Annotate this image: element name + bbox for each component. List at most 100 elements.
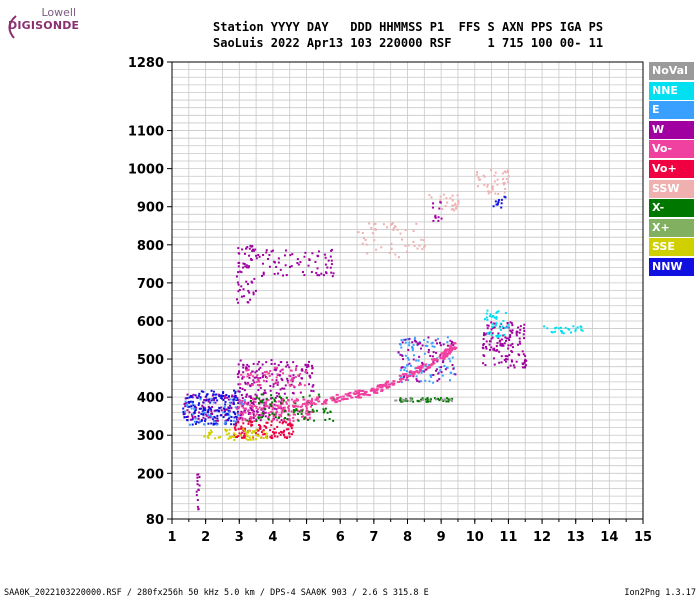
data-point: [204, 418, 207, 421]
data-point: [409, 364, 412, 367]
data-point: [483, 175, 486, 178]
trace-point: [442, 357, 446, 360]
data-point: [283, 420, 286, 423]
data-point: [413, 336, 416, 339]
data-point: [286, 423, 289, 426]
data-point: [245, 402, 248, 405]
data-point: [247, 266, 250, 269]
data-point: [518, 331, 521, 334]
data-point: [413, 338, 416, 341]
data-point: [502, 319, 505, 322]
data-point: [239, 412, 242, 415]
data-point: [430, 375, 433, 378]
data-point: [196, 483, 199, 486]
data-point: [482, 362, 485, 365]
data-point: [496, 349, 499, 352]
data-point: [265, 421, 268, 424]
data-point: [404, 354, 407, 357]
data-point: [279, 370, 282, 373]
data-point: [260, 413, 263, 416]
data-point: [426, 397, 429, 400]
data-point: [395, 399, 398, 402]
x-tick-label: 15: [634, 530, 652, 545]
data-point: [259, 424, 262, 427]
data-point: [237, 283, 240, 286]
data-point: [382, 223, 385, 226]
data-point: [428, 364, 431, 367]
data-point: [426, 340, 429, 343]
data-point: [309, 376, 312, 379]
data-point: [444, 205, 447, 208]
data-point: [299, 373, 302, 376]
data-point: [400, 366, 403, 369]
data-point: [252, 430, 255, 433]
data-point: [496, 342, 499, 345]
trace-point: [445, 355, 449, 358]
data-point: [261, 262, 264, 265]
data-point: [574, 329, 577, 332]
trace-point: [316, 397, 320, 400]
data-point: [491, 188, 494, 191]
data-point: [277, 257, 280, 260]
data-point: [517, 343, 520, 346]
data-point: [268, 405, 271, 408]
data-point: [485, 332, 488, 335]
data-point: [506, 355, 509, 358]
trace-point: [405, 375, 409, 378]
data-point: [198, 484, 201, 487]
data-point: [223, 422, 226, 425]
data-point: [402, 338, 405, 341]
data-point: [303, 416, 306, 419]
trace-point: [367, 394, 371, 397]
data-point: [322, 411, 325, 414]
data-point: [280, 413, 283, 416]
data-point: [402, 358, 405, 361]
data-point: [332, 272, 335, 275]
data-point: [265, 398, 268, 401]
data-point: [308, 259, 311, 262]
data-point: [184, 410, 187, 413]
data-point: [496, 203, 499, 206]
data-point: [194, 394, 197, 397]
data-point: [266, 405, 269, 408]
data-point: [219, 414, 222, 417]
data-point: [262, 429, 265, 432]
data-point: [285, 402, 288, 405]
data-point: [224, 408, 227, 411]
data-point: [224, 409, 227, 412]
data-point: [391, 223, 394, 226]
data-point: [503, 170, 506, 173]
data-point: [202, 409, 205, 412]
data-point: [543, 325, 546, 328]
data-point: [252, 417, 255, 420]
data-point: [254, 393, 257, 396]
data-point: [249, 413, 252, 416]
data-point: [252, 413, 255, 416]
data-point: [216, 417, 219, 420]
data-point: [257, 254, 260, 257]
data-point: [503, 342, 506, 345]
data-point: [276, 419, 279, 422]
data-point: [298, 384, 301, 387]
data-point: [423, 370, 426, 373]
data-point: [500, 202, 503, 205]
data-point: [186, 409, 189, 412]
data-point: [185, 402, 188, 405]
data-point: [210, 410, 213, 413]
data-point: [284, 384, 287, 387]
data-point: [394, 253, 397, 256]
data-point: [420, 238, 423, 241]
data-point: [248, 420, 251, 423]
data-point: [211, 394, 214, 397]
data-point: [502, 183, 505, 186]
x-tick-label: 14: [600, 530, 618, 545]
data-point: [501, 343, 504, 346]
data-point: [259, 366, 262, 369]
data-point: [307, 363, 310, 366]
data-point: [362, 237, 365, 240]
data-point: [491, 336, 494, 339]
data-point: [276, 383, 279, 386]
data-point: [236, 420, 239, 423]
data-point: [220, 409, 223, 412]
data-point: [248, 247, 251, 250]
